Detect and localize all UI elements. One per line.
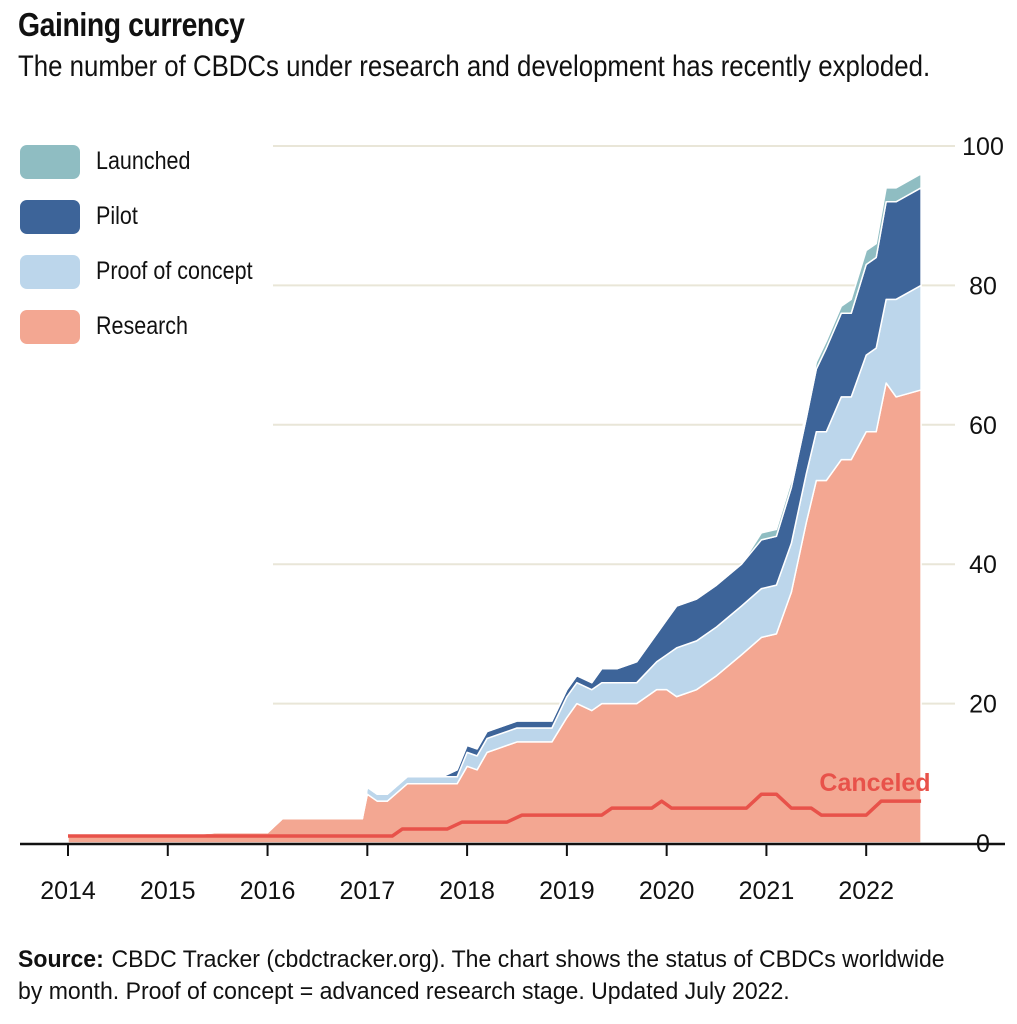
x-tick-label-2020: 2020 <box>639 877 695 905</box>
x-tick-label-2018: 2018 <box>439 877 495 905</box>
x-tick-label-2017: 2017 <box>340 877 396 905</box>
x-tick-label-2021: 2021 <box>739 877 795 905</box>
canceled-label: Canceled <box>819 769 930 797</box>
legend-swatch-proof-of-concept <box>20 254 80 289</box>
source-text: CBDC Tracker (cbdctracker.org). The char… <box>18 946 945 1005</box>
canceled-line-layer: Canceled <box>68 769 931 838</box>
y-tick-label-20: 20 <box>969 691 997 719</box>
source-label: Source: <box>18 946 104 973</box>
legend-item-pilot: Pilot <box>20 189 278 244</box>
chart-subtitle: The number of CBDCs under research and d… <box>18 50 931 83</box>
chart-title: Gaining currency <box>18 6 245 43</box>
legend-item-launched: Launched <box>20 134 278 189</box>
legend-swatch-research <box>20 309 80 344</box>
y-tick-label-80: 80 <box>969 272 997 300</box>
x-tick-label-2019: 2019 <box>539 877 595 905</box>
legend-label-proof-of-concept: Proof of concept <box>96 257 253 285</box>
y-tick-label-40: 40 <box>969 551 997 579</box>
legend-label-research: Research <box>96 312 189 340</box>
legend-label-launched: Launched <box>96 147 191 175</box>
area-launched <box>67 173 922 837</box>
y-tick-label-100: 100 <box>962 133 1004 161</box>
legend-item-research: Research <box>20 299 278 354</box>
legend-item-proof-of-concept: Proof of concept <box>20 244 278 299</box>
area-research <box>67 382 922 844</box>
legend-label-pilot: Pilot <box>96 202 138 230</box>
canceled-line <box>68 792 922 838</box>
legend-swatch-launched <box>20 144 80 179</box>
x-tick-label-2022: 2022 <box>838 877 894 905</box>
x-tick-label-2015: 2015 <box>140 877 196 905</box>
x-tick-label-2014: 2014 <box>40 877 96 905</box>
x-tick-label-2016: 2016 <box>240 877 296 905</box>
y-tick-label-60: 60 <box>969 412 997 440</box>
legend: Launched Pilot Proof of concept Research <box>20 134 278 354</box>
source-note: Source: CBDC Tracker (cbdctracker.org). T… <box>18 944 968 1008</box>
legend-swatch-pilot <box>20 199 80 234</box>
